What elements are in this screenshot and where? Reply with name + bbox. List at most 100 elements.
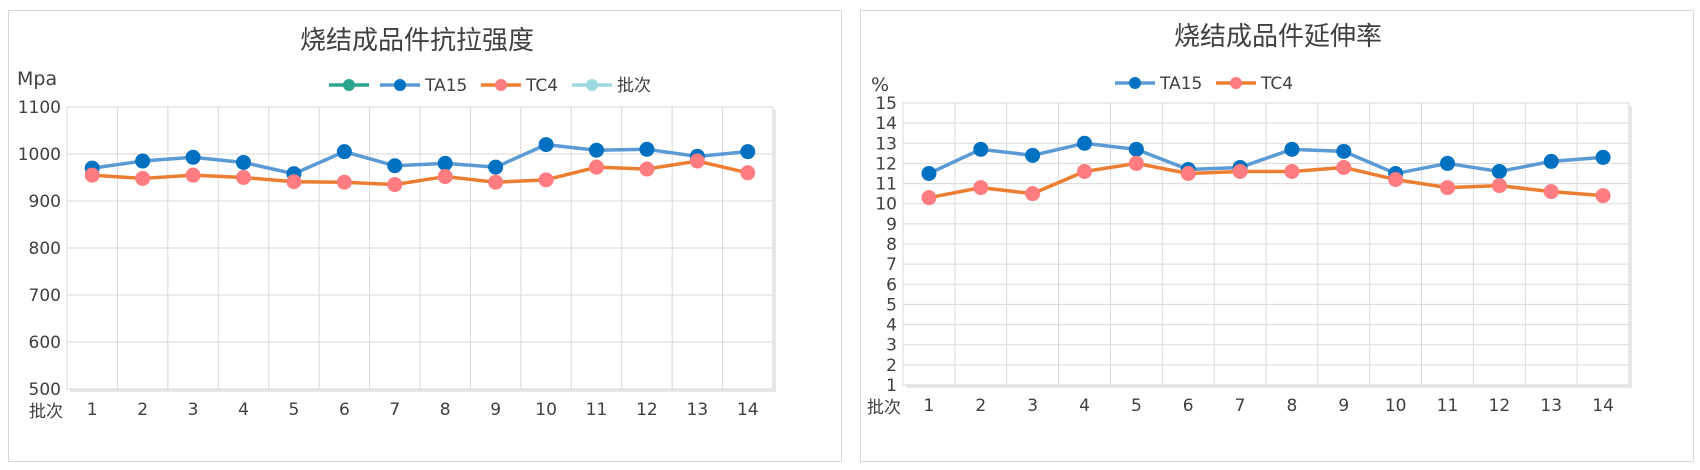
data-point-ta15 [336, 144, 352, 160]
x-tick-label: 10 [1385, 396, 1407, 416]
data-point-tc4 [286, 174, 302, 190]
data-point-tc4 [488, 174, 504, 190]
data-point-ta15 [1077, 135, 1092, 151]
data-point-tc4 [921, 190, 937, 206]
data-point-tc4 [538, 172, 554, 188]
series-line-ta15 [928, 141, 1604, 176]
x-tick-label: 13 [687, 400, 709, 420]
legend-label: 批次 [617, 76, 651, 96]
data-point-ta15 [1025, 147, 1041, 163]
data-point-tc4 [387, 177, 403, 193]
legend-item: TA15 [380, 76, 467, 96]
x-tick-label: 6 [339, 400, 350, 420]
x-tick-label: 3 [188, 400, 199, 420]
legend-marker [343, 79, 355, 91]
y-tick-label: 11 [875, 175, 897, 195]
y-tick-label: 12 [875, 154, 897, 174]
x-tick-label: 7 [389, 400, 400, 420]
data-point-ta15 [538, 137, 554, 153]
y-axis-unit: % [871, 74, 889, 96]
x-tick-label: 2 [137, 400, 148, 420]
series-line-tc4 [928, 161, 1604, 200]
data-point-ta15 [1284, 141, 1300, 157]
y-tick-label: 800 [29, 239, 61, 259]
data-point-tc4 [1543, 184, 1559, 200]
data-point-tc4 [84, 167, 100, 183]
y-tick-label: 1000 [18, 145, 61, 165]
x-tick-label: 9 [1338, 396, 1349, 416]
data-point-tc4 [1128, 155, 1144, 171]
elongation-chart: 1 2 3 4 5 6 7 8 9 10 11 12 13 14 15 1 2 3 4 5 6 7 8 9 10 11 12 13 14… [860, 10, 1694, 462]
legend-label: TA15 [1159, 74, 1202, 94]
legend-marker [586, 79, 598, 91]
data-point-ta15 [236, 154, 251, 170]
y-tick-label: 6 [886, 275, 897, 295]
data-point-tc4 [1595, 188, 1611, 204]
x-tick-label: 14 [1592, 396, 1614, 416]
legend-marker [495, 79, 507, 91]
data-point-ta15 [185, 149, 201, 165]
y-tick-label: 10 [875, 195, 897, 215]
legend-marker [1129, 77, 1141, 89]
legend-marker [394, 79, 406, 91]
data-point-tc4 [639, 161, 655, 177]
data-point-tc4 [1388, 172, 1404, 188]
x-tick-label: 6 [1183, 396, 1194, 416]
legend-item: 批次 [572, 76, 651, 96]
y-tick-label: 1100 [18, 98, 61, 118]
x-tick-label: 5 [289, 400, 300, 420]
legend-item: TC4 [481, 76, 558, 96]
data-point-tc4 [1077, 163, 1092, 179]
chart-title: 烧结成品件抗拉强度 [300, 26, 534, 56]
legend-label: TA15 [424, 76, 467, 96]
data-point-ta15 [135, 153, 151, 169]
data-point-tc4 [1440, 180, 1455, 196]
data-point-tc4 [1491, 178, 1507, 194]
data-point-tc4 [1025, 186, 1041, 202]
data-point-ta15 [1543, 153, 1559, 169]
y-tick-label: 13 [875, 134, 897, 154]
y-tick-label: 2 [886, 356, 897, 376]
y-tick-label: 600 [29, 333, 61, 353]
chart-title: 烧结成品件延伸率 [1174, 22, 1382, 52]
series-line-ta15 [91, 142, 748, 176]
x-tick-label: 8 [440, 400, 451, 420]
tensile-strength-chart: 500 600 700 800 900 1000 1100 1 2 3 4 5 6 7 8 9 10 11 12 13… [8, 10, 842, 462]
x-tick-label: 10 [535, 400, 557, 420]
data-point-tc4 [437, 169, 453, 185]
data-point-tc4 [336, 174, 352, 190]
data-point-ta15 [1595, 149, 1611, 165]
y-tick-label: 8 [886, 235, 897, 255]
x-tick-label: 12 [1489, 396, 1511, 416]
data-point-ta15 [589, 142, 604, 158]
legend-label: TC4 [1260, 74, 1293, 94]
data-point-ta15 [1336, 143, 1352, 159]
y-axis-unit: Mpa [17, 68, 57, 90]
data-point-tc4 [973, 180, 989, 196]
x-tick-label: 4 [1079, 396, 1090, 416]
x-tick-label: 11 [586, 400, 608, 420]
y-tick-label: 900 [29, 192, 61, 212]
data-point-tc4 [236, 170, 251, 185]
x-tick-label: 1 [87, 400, 98, 420]
data-point-ta15 [1491, 163, 1507, 179]
y-tick-label: 15 [875, 94, 897, 114]
legend-marker [1230, 77, 1242, 89]
y-tick-label: 1 [886, 376, 897, 396]
data-point-tc4 [1336, 159, 1352, 175]
y-tick-label: 5 [886, 295, 897, 315]
data-point-ta15 [921, 166, 937, 181]
y-tick-label: 4 [886, 316, 897, 336]
data-point-ta15 [488, 159, 504, 175]
x-tick-label: 5 [1131, 396, 1142, 416]
y-tick-label: 500 [29, 380, 61, 400]
x-tick-label: 14 [737, 400, 759, 420]
x-tick-label: 9 [490, 400, 501, 420]
x-tick-label: 11 [1437, 396, 1459, 416]
x-tick-label: 3 [1027, 396, 1038, 416]
x-tick-label: 4 [238, 400, 249, 420]
legend-item: TC4 [1216, 74, 1293, 94]
y-tick-label: 14 [875, 114, 897, 134]
